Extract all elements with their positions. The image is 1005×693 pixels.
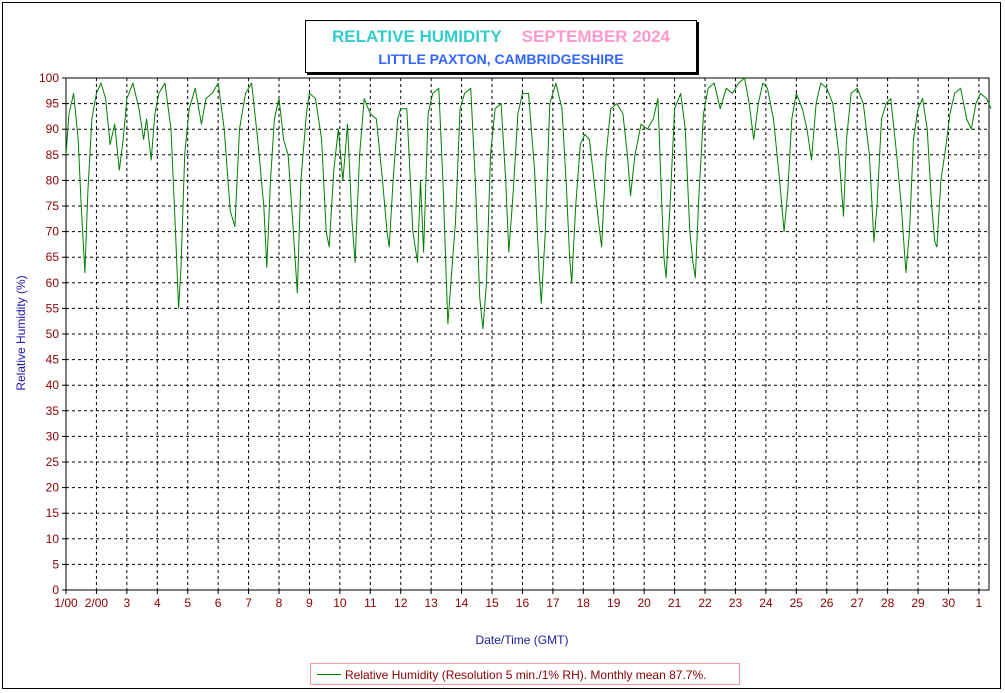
x-tick-label: 17 — [546, 596, 560, 610]
y-tick-label: 55 — [46, 301, 60, 315]
x-tick-label: 20 — [637, 596, 651, 610]
x-tick-label: 23 — [729, 596, 743, 610]
x-tick-label: 6 — [215, 596, 222, 610]
humidity-series-line — [65, 77, 992, 330]
y-tick-label: 80 — [46, 173, 60, 187]
y-tick-label: 90 — [46, 122, 60, 136]
legend-swatch — [317, 674, 341, 675]
plot-border — [65, 77, 990, 591]
y-tick-label: 30 — [46, 429, 60, 443]
x-tick-label: 13 — [424, 596, 438, 610]
legend-label: Relative Humidity (Resolution 5 min./1% … — [345, 668, 707, 682]
x-tick-label: 16 — [516, 596, 530, 610]
y-tick-label: 5 — [52, 557, 59, 571]
x-tick-label: 22 — [698, 596, 712, 610]
title-line: RELATIVE HUMIDITY SEPTEMBER 2024 — [306, 27, 696, 47]
y-tick-label: 45 — [46, 353, 60, 367]
y-axis-label: Relative Humidity (%) — [14, 275, 28, 391]
chart-location: LITTLE PAXTON, CAMBRIDGESHIRE — [378, 51, 624, 67]
chart-title: RELATIVE HUMIDITY — [331, 27, 502, 46]
title-box: RELATIVE HUMIDITY SEPTEMBER 2024 LITTLE P… — [305, 20, 697, 73]
y-tick-label: 35 — [46, 404, 60, 418]
x-tick-label: 1 — [976, 596, 983, 610]
x-tick-label: 10 — [333, 596, 347, 610]
x-tick-label: 11 — [364, 596, 377, 610]
x-tick-label: 21 — [668, 596, 682, 610]
y-tick-label: 20 — [46, 481, 60, 495]
chart-month: SEPTEMBER 2024 — [521, 27, 671, 46]
x-tick-label: 5 — [184, 596, 191, 610]
y-tick-label: 85 — [46, 148, 60, 162]
y-tick-label: 10 — [46, 532, 60, 546]
x-axis-label: Date/Time (GMT) — [475, 633, 569, 647]
x-tick-label: 26 — [820, 596, 834, 610]
y-tick-label: 15 — [46, 506, 60, 520]
legend: Relative Humidity (Resolution 5 min./1% … — [310, 663, 740, 685]
x-tick-label: 15 — [485, 596, 499, 610]
x-tick-label: 1/00 — [54, 596, 78, 610]
x-tick-label: 25 — [790, 596, 804, 610]
x-tick-label: 18 — [577, 596, 591, 610]
x-tick-label: 19 — [607, 596, 621, 610]
x-tick-label: 4 — [154, 596, 161, 610]
x-tick-label: 7 — [245, 596, 252, 610]
x-tick-label: 29 — [911, 596, 925, 610]
y-tick-label: 65 — [46, 250, 60, 264]
x-tick-label: 8 — [276, 596, 283, 610]
y-tick-label: 75 — [46, 199, 60, 213]
x-tick-label: 14 — [455, 596, 469, 610]
y-tick-label: 60 — [46, 276, 60, 290]
y-tick-label: 0 — [52, 583, 59, 597]
y-tick-label: 100 — [39, 71, 59, 85]
x-tick-label: 28 — [881, 596, 895, 610]
x-tick-label: 27 — [851, 596, 865, 610]
x-tick-label: 9 — [306, 596, 313, 610]
y-tick-label: 40 — [46, 378, 60, 392]
y-tick-label: 95 — [46, 97, 60, 111]
x-tick-label: 24 — [759, 596, 773, 610]
x-tick-label: 3 — [124, 596, 131, 610]
x-tick-label: 2/00 — [85, 596, 109, 610]
x-tick-label: 12 — [394, 596, 408, 610]
y-tick-label: 50 — [46, 327, 60, 341]
y-tick-label: 70 — [46, 225, 60, 239]
x-tick-label: 30 — [942, 596, 956, 610]
y-tick-label: 25 — [46, 455, 60, 469]
